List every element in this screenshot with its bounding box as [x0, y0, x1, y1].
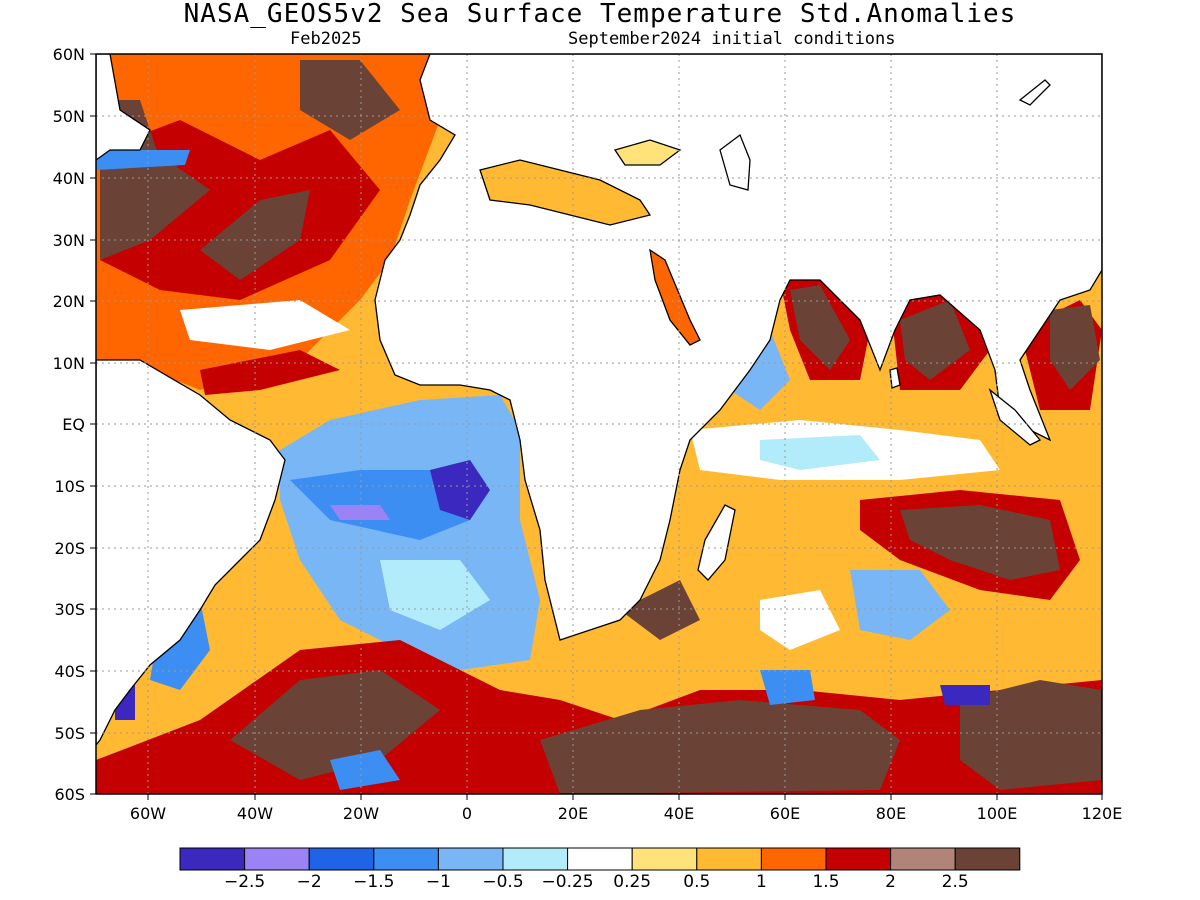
colorbar-swatch	[696, 847, 762, 871]
forecast-month: Feb2025	[290, 29, 362, 49]
lat-label: 60N	[52, 45, 85, 64]
lon-label: 40W	[236, 804, 274, 823]
south-indian-neutral-patch	[760, 590, 840, 650]
japan-fragment	[1018, 79, 1051, 106]
colorbar-swatch	[567, 847, 633, 871]
lat-label: 40N	[52, 169, 85, 188]
lon-label: 80E	[875, 804, 907, 823]
south-atlantic-coldest-core	[430, 460, 490, 520]
colorbar-tick-label: 1	[755, 872, 767, 892]
lat-label: 30N	[52, 231, 85, 250]
lon-label: 60E	[769, 804, 801, 823]
south-america-landmass	[96, 359, 286, 747]
sri-lanka	[889, 367, 901, 389]
lon-label: 100E	[976, 804, 1018, 823]
colorbar-swatch	[502, 847, 569, 871]
agulhas-extreme-patch	[620, 580, 700, 640]
south-indian-coldest-speck	[940, 685, 990, 705]
lat-label: 10S	[54, 477, 85, 496]
mediterranean-sea	[479, 159, 652, 226]
south-indian-cool-patch	[850, 570, 950, 640]
colorbar	[179, 847, 1021, 871]
colorbar-swatch	[890, 847, 956, 871]
lat-label: 50N	[52, 107, 85, 126]
initial-conditions: September2024 initial conditions	[568, 29, 896, 49]
colorbar-swatch	[179, 847, 246, 871]
south-china-sea-extreme	[1050, 305, 1100, 390]
sumatra	[988, 388, 1042, 446]
south-indian-cold-speck	[760, 670, 815, 705]
lat-label: 20N	[52, 292, 85, 311]
southern-ocean-cool-speck	[330, 750, 400, 790]
colorbar-tick-label: −0.5	[482, 872, 524, 892]
madagascar	[697, 504, 736, 581]
tick-marks	[90, 53, 1103, 800]
lat-label: 10N	[52, 354, 85, 373]
anomaly-field	[96, 54, 1102, 794]
equatorial-indian-slight-cool	[760, 435, 880, 470]
tropical-atlantic-warm-band	[200, 350, 340, 395]
colorbar-swatch	[437, 847, 504, 871]
lat-label: 50S	[54, 724, 85, 743]
colorbar-tick-label: 0.25	[613, 872, 652, 892]
lon-label: 20W	[342, 804, 380, 823]
tropical-atlantic-neutral-band	[180, 300, 350, 350]
colorbar-tick-label: −1	[425, 872, 451, 892]
lat-label: 40S	[54, 662, 85, 681]
colorbar-swatch	[373, 847, 439, 871]
southern-ocean-extreme-patch-central	[540, 700, 900, 794]
colorbar-swatch	[954, 847, 1021, 871]
colorbar-tick-label: 2	[885, 872, 896, 892]
north-atlantic-extreme-patch-west	[100, 155, 210, 260]
colorbar-swatch	[244, 847, 310, 871]
lon-label: 120E	[1081, 804, 1123, 823]
south-atlantic-slight-cool	[380, 560, 490, 630]
colorbar-tick-label: −1.5	[353, 872, 395, 892]
arabian-sea-extreme	[790, 285, 850, 370]
gulf-stream-cool-streak	[96, 150, 190, 170]
southeast-indian-extreme	[900, 505, 1060, 580]
colorbar-tick-label: 0.5	[683, 872, 711, 892]
southern-ocean-extreme-patch-west	[230, 670, 440, 780]
land-masses	[96, 54, 1102, 747]
lon-label: 0	[461, 804, 473, 823]
map-title: NASA_GEOS5v2 Sea Surface Temperature Std…	[183, 0, 1017, 29]
colorbar-tick-label: −2.5	[223, 872, 266, 892]
red-sea	[649, 248, 701, 346]
colorbar-swatch	[308, 847, 375, 871]
lon-label: 60W	[129, 804, 167, 823]
southern-ocean-extreme-patch-east	[960, 680, 1102, 790]
lat-label: 20S	[54, 539, 85, 558]
lat-label: 60S	[54, 785, 85, 804]
colorbar-swatch	[825, 847, 892, 871]
colorbar-swatch	[631, 847, 698, 871]
north-atlantic-extreme-patch-north	[300, 60, 400, 140]
north-america-landmass	[96, 54, 151, 161]
bay-of-bengal-extreme	[900, 300, 970, 380]
south-atlantic-cold-streak	[330, 505, 390, 520]
black-sea	[613, 139, 682, 166]
colorbar-tick-label: −2	[296, 872, 322, 892]
colorbar-tick-label: −0.25	[541, 872, 594, 892]
lon-label: 40E	[663, 804, 695, 823]
caspian-sea	[719, 133, 751, 191]
colorbar-swatch	[760, 847, 827, 871]
colorbar-tick-label: 2.5	[941, 872, 969, 892]
lat-label: 30S	[54, 600, 85, 619]
lon-label: 20E	[557, 804, 589, 823]
lat-label: EQ	[62, 415, 85, 434]
colorbar-tick-label: 1.5	[812, 872, 840, 892]
